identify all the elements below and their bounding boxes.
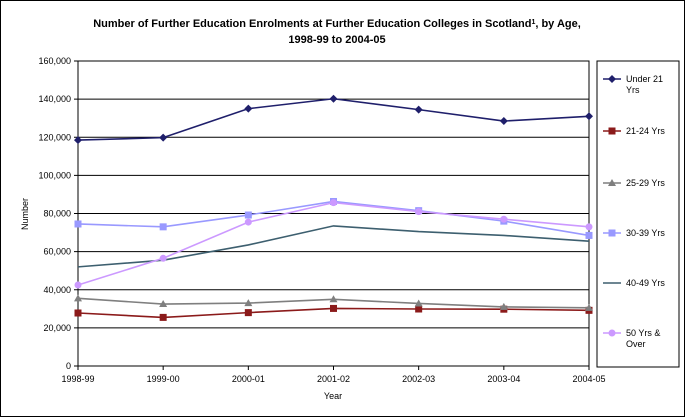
- legend-marker: [608, 127, 616, 135]
- x-tick-label: 1998-99: [61, 374, 94, 384]
- chart-title-line2: 1998-99 to 2004-05: [288, 34, 385, 46]
- legend-item-2: 25-29 Yrs: [603, 178, 665, 188]
- legend-box: [596, 60, 680, 368]
- legend-item-0: Under 21 Yrs: [603, 74, 663, 95]
- data-point: [415, 305, 423, 313]
- data-point: [244, 218, 252, 226]
- y-tick-label: 80,000: [43, 209, 71, 219]
- series-line: [77, 97, 590, 141]
- legend-marker: [608, 75, 616, 83]
- data-point: [585, 231, 593, 239]
- legend-label: 40-49 Yrs: [626, 278, 665, 288]
- y-axis-label: Number: [20, 198, 30, 230]
- series-line: [77, 201, 590, 286]
- legend-label: 21-24 Yrs: [626, 126, 665, 136]
- data-point: [74, 309, 82, 317]
- y-tick-label: 100,000: [38, 170, 71, 180]
- legend-item-3: 30-39 Yrs: [603, 228, 665, 238]
- data-point: [159, 313, 167, 321]
- x-axis-label: Year: [324, 391, 342, 401]
- legend-item-5: 50 Yrs & Over: [603, 328, 660, 349]
- data-point: [159, 254, 167, 262]
- x-tick-label: 2002-03: [402, 374, 435, 384]
- legend-marker: [608, 329, 616, 337]
- x-tick-label: 1999-00: [147, 374, 180, 384]
- data-point: [329, 94, 338, 103]
- y-tick-label: 140,000: [38, 94, 71, 104]
- series-5: [74, 199, 593, 289]
- legend-label: 30-39 Yrs: [626, 228, 665, 238]
- data-point: [74, 281, 82, 289]
- data-point: [329, 295, 338, 303]
- series-0: [74, 94, 593, 145]
- y-tick-label: 20,000: [43, 323, 71, 333]
- data-point: [499, 302, 508, 310]
- y-tick-label: 40,000: [43, 285, 71, 295]
- data-point: [585, 223, 593, 231]
- data-point: [244, 309, 252, 317]
- data-point: [500, 215, 508, 223]
- data-point: [244, 299, 253, 307]
- data-point: [74, 136, 82, 145]
- x-tick-label: 2000-01: [232, 374, 265, 384]
- legend-marker: [608, 179, 616, 186]
- x-tick-label: 2004-05: [572, 374, 605, 384]
- data-point: [74, 220, 82, 228]
- data-point: [159, 223, 167, 231]
- legend: Under 21 Yrs 21-24 Yrs 25-29 Yrs 30-39 Yrs 40…: [603, 74, 665, 349]
- data-point: [499, 117, 508, 126]
- data-point: [415, 208, 423, 216]
- y-tick-label: 120,000: [38, 132, 71, 142]
- legend-label: 50 Yrs & Over: [626, 328, 660, 349]
- y-tick-label: 160,000: [38, 56, 71, 66]
- x-axis-ticks: 1998-99 1999-00 2000-01 2001-02 2002-03 2003-…: [61, 366, 606, 384]
- x-tick-label: 2001-02: [317, 374, 350, 384]
- series-line: [77, 200, 590, 237]
- data-point: [330, 304, 337, 312]
- legend-marker: [608, 229, 616, 237]
- data-point: [585, 112, 593, 121]
- gridlines: [78, 98, 589, 329]
- legend-label: Under 21 Yrs: [626, 74, 663, 95]
- data-point: [244, 211, 252, 219]
- series-2: [74, 294, 593, 311]
- series-group: [74, 94, 593, 321]
- data-point: [585, 303, 593, 311]
- data-point: [414, 105, 423, 114]
- y-axis-ticks: 0 20,000 40,000 60,000 80,000 100,000 120,000 1…: [38, 56, 78, 371]
- data-point: [159, 133, 168, 142]
- y-tick-label: 0: [66, 361, 71, 371]
- data-point: [159, 300, 168, 308]
- chart-title-line1: Number of Further Education Enrolments a…: [93, 18, 581, 30]
- legend-item-4: 40-49 Yrs: [603, 278, 665, 288]
- y-tick-label: 60,000: [43, 247, 71, 257]
- x-tick-label: 2003-04: [487, 374, 520, 384]
- data-point: [414, 299, 423, 307]
- legend-label: 25-29 Yrs: [626, 178, 665, 188]
- data-point: [244, 104, 253, 113]
- legend-item-1: 21-24 Yrs: [603, 126, 665, 136]
- data-point: [74, 294, 82, 302]
- data-point: [330, 199, 337, 207]
